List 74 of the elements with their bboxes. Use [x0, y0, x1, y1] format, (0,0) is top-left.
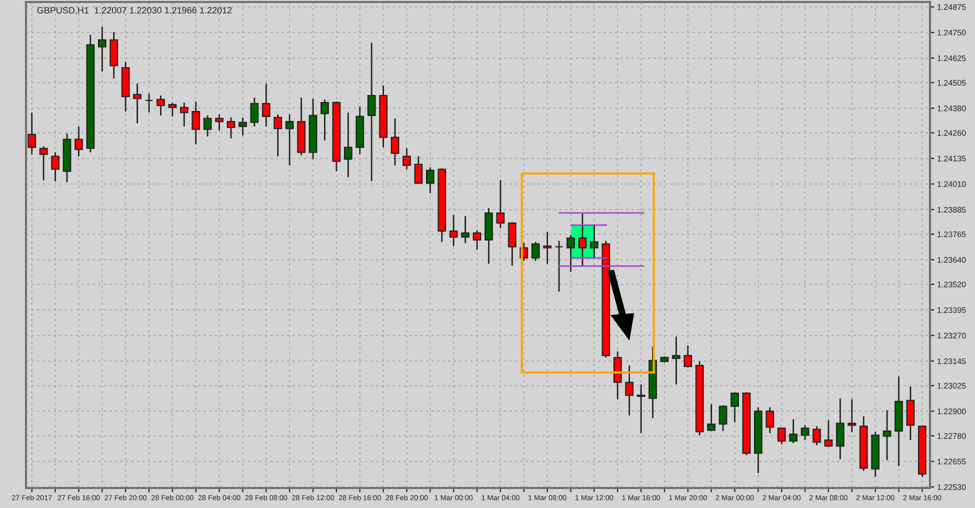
candlestick — [133, 82, 142, 124]
candlestick — [718, 404, 728, 432]
chart-title: GBPUSD,H1 1.22007 1.22030 1.21966 1.22012 — [37, 7, 232, 15]
y-tick-label: 1.23640 — [938, 257, 966, 263]
y-tick-label: 1.23765 — [938, 231, 966, 238]
y-tick-label: 1.24505 — [938, 80, 966, 86]
candlestick — [51, 152, 60, 182]
candlestick — [203, 114, 212, 138]
candlestick — [168, 102, 177, 118]
candlestick — [836, 398, 844, 460]
y-tick-label: 1.24135 — [938, 156, 966, 162]
candlestick — [144, 92, 154, 114]
candlestick — [250, 96, 259, 128]
candlestick — [39, 146, 48, 182]
candlestick — [707, 404, 716, 432]
candlestick — [812, 425, 821, 446]
candlestick — [285, 114, 294, 166]
candlestick — [449, 214, 458, 247]
candlestick — [824, 420, 833, 447]
candlestick — [882, 410, 892, 461]
y-tick-label: 1.24260 — [938, 130, 966, 136]
candlestick — [672, 336, 680, 386]
candlestick — [192, 100, 200, 145]
y-tick-label: 1.23885 — [938, 206, 966, 213]
y-tick-label: 1.24750 — [938, 30, 966, 36]
y-tick-label: 1.24010 — [938, 181, 966, 187]
candlestick — [402, 148, 411, 170]
candlestick — [684, 344, 692, 368]
candlestick — [262, 82, 270, 128]
candlestick — [472, 229, 482, 251]
candlestick — [180, 102, 188, 128]
candlestick — [238, 116, 247, 136]
candlestick — [28, 112, 36, 156]
y-tick-label: 1.23520 — [938, 282, 966, 288]
candlestick — [566, 234, 575, 273]
candlestick — [344, 112, 352, 178]
candlestick — [496, 180, 505, 229]
candlestick — [543, 231, 552, 265]
y-tick-label: 1.24625 — [938, 55, 966, 62]
candlestick — [531, 241, 540, 262]
candlestick — [508, 221, 516, 267]
candlestick — [274, 114, 282, 158]
y-tick-label: 1.23025 — [938, 382, 966, 389]
candlestick — [800, 424, 810, 441]
candlestick — [426, 166, 434, 194]
y-tick-label: 1.22530 — [938, 484, 966, 490]
y-tick-label: 1.23270 — [938, 332, 966, 338]
candlestick — [777, 428, 786, 445]
candlestick — [367, 42, 376, 182]
candlestick — [590, 224, 598, 259]
candlestick — [789, 418, 798, 444]
y-tick-label: 1.24875 — [938, 4, 966, 10]
candlestick — [98, 26, 106, 72]
candlestick — [848, 398, 856, 433]
y-tick-label: 1.22900 — [938, 408, 966, 414]
candlestick — [554, 240, 564, 292]
candlestick — [730, 392, 739, 423]
candlestick — [226, 116, 236, 140]
candlestick — [156, 94, 165, 116]
candlestick — [766, 406, 774, 434]
candlestick — [74, 126, 83, 158]
y-tick-label: 1.24380 — [938, 106, 966, 112]
candlestick — [414, 156, 423, 184]
candlestick — [390, 118, 400, 166]
y-tick-label: 1.23145 — [938, 358, 966, 364]
candlestick — [320, 98, 329, 142]
candlestick — [461, 215, 470, 244]
candlestick — [625, 364, 634, 416]
candlestick — [215, 114, 224, 132]
y-tick-label: 1.23395 — [938, 307, 966, 313]
candlestick — [578, 212, 587, 267]
candlestick — [636, 384, 646, 434]
y-tick-label: 1.22780 — [938, 433, 966, 439]
y-tick-label: 1.22655 — [938, 458, 966, 464]
